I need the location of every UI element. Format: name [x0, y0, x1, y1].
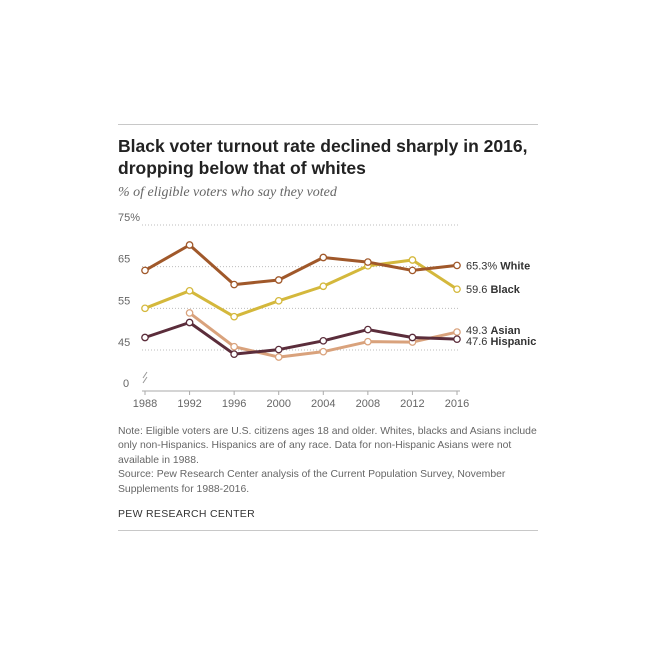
data-point-black: [319, 282, 328, 291]
y-tick-label: 45: [118, 337, 130, 349]
footer-credit: PEW RESEARCH CENTER: [118, 508, 255, 520]
data-point-hispanic: [319, 336, 328, 345]
data-point-white: [453, 261, 461, 270]
data-point-asian: [230, 342, 238, 351]
data-point-black: [408, 256, 417, 264]
end-label-white: 65.3% White: [466, 260, 530, 272]
end-label-name: White: [500, 260, 530, 272]
data-point-black: [453, 285, 461, 294]
note-text: Note: Eligible voters are U.S. citizens …: [118, 426, 537, 466]
x-tick-label: 2000: [266, 398, 290, 410]
data-point-asian: [453, 328, 461, 336]
data-point-asian: [319, 347, 328, 356]
y-tick-label: 55: [118, 295, 130, 307]
data-point-white: [185, 241, 194, 249]
data-point-hispanic: [185, 318, 194, 327]
end-label-black: 59.6 Black: [466, 284, 521, 296]
top-rule: [118, 124, 538, 125]
end-label-value: 59.6: [466, 284, 490, 296]
y-tick-label: 0: [123, 378, 129, 390]
data-point-hispanic: [230, 350, 238, 359]
end-label-name: Black: [490, 284, 520, 296]
bottom-rule: [118, 530, 538, 531]
end-label-name: Asian: [490, 325, 520, 337]
chart-notes: Note: Eligible voters are U.S. citizens …: [118, 425, 538, 497]
data-point-black: [141, 304, 149, 313]
data-point-white: [364, 258, 372, 266]
end-label-value: 47.6: [466, 336, 490, 348]
data-point-hispanic: [274, 345, 283, 354]
data-point-white: [319, 253, 328, 262]
axis-break-mark: [142, 371, 148, 384]
data-point-black: [274, 296, 283, 305]
end-label-asian: 49.3 Asian: [466, 325, 521, 337]
x-tick-label: 2004: [311, 398, 335, 410]
data-point-asian: [185, 309, 194, 317]
data-point-hispanic: [141, 333, 149, 342]
series-line-white: [144, 243, 458, 287]
data-point-white: [408, 266, 417, 275]
series-line-black: [144, 258, 458, 319]
chart-subtitle: % of eligible voters who say they voted: [118, 185, 337, 200]
data-point-black: [230, 312, 238, 321]
data-point-asian: [274, 353, 283, 361]
data-point-black: [185, 286, 194, 295]
data-point-asian: [364, 337, 372, 346]
end-label-value: 49.3: [466, 325, 490, 337]
data-point-hispanic: [408, 333, 417, 342]
chart-title: Black voter turnout rate declined sharpl…: [118, 136, 528, 178]
series-markers: [141, 241, 461, 361]
x-axis: 1988 1992 1996 2000 2004 2008 2012 2016: [133, 391, 469, 410]
series-line-hispanic: [144, 321, 458, 356]
data-point-hispanic: [364, 325, 372, 334]
x-tick-label: 2012: [400, 398, 424, 410]
source-text: Source: Pew Research Center analysis of …: [118, 469, 506, 495]
data-point-white: [274, 276, 283, 284]
line-chart: 75% 65 55 45 0 1988 1992 1996 2000 2004 2008 2012 2…: [118, 212, 536, 410]
grid-lines: [142, 224, 460, 392]
x-tick-label: 2016: [445, 398, 469, 410]
data-point-hispanic: [453, 335, 461, 344]
end-label-hispanic: 47.6 Hispanic: [466, 336, 536, 348]
x-tick-label: 1992: [177, 398, 201, 410]
x-tick-label: 2008: [356, 398, 380, 410]
x-tick-label: 1996: [222, 398, 246, 410]
y-tick-label: 75%: [118, 212, 140, 224]
end-label-value: 65.3%: [466, 260, 500, 272]
y-axis-ticks: 75% 65 55 45 0: [118, 212, 148, 390]
end-label-name: Hispanic: [490, 336, 536, 348]
data-point-white: [141, 266, 149, 275]
x-tick-label: 1988: [133, 398, 157, 410]
data-point-white: [230, 280, 238, 289]
y-tick-label: 65: [118, 254, 130, 266]
